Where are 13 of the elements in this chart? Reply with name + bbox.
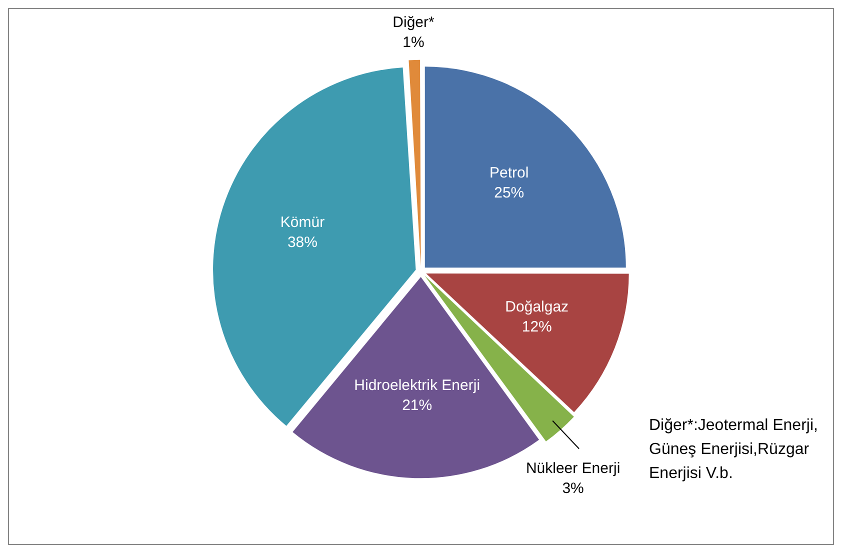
data-label: 21% [402,397,432,414]
slice-label: Diğer* [392,14,434,31]
data-label: 12% [522,318,552,336]
slice-label: Doğalgaz [505,298,569,316]
data-label: 3% [562,480,584,497]
data-label: 1% [402,34,424,51]
text: Diğer*:Jeotermal Enerji, Güneş Enerjisi,Rüzgar Enerjisi V.b. [649,416,819,484]
slice-label: Nükleer Enerji [526,460,620,477]
data-label: 38% [287,234,318,252]
data-label: 25% [494,184,524,202]
slice-label: Hidroelektrik Enerji [354,377,480,394]
slice-label: Kömür [280,214,325,232]
slice-label: Petrol [490,164,529,182]
